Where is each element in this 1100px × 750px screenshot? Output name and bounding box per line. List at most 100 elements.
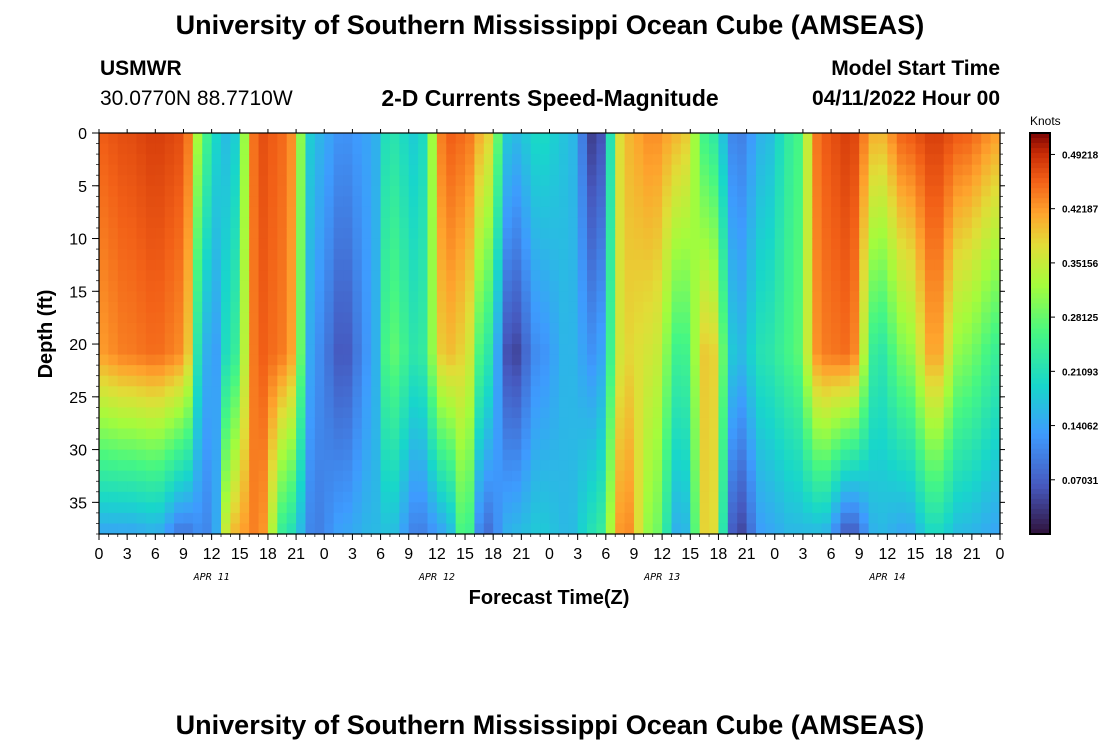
heatmap-cell (849, 417, 860, 430)
heatmap-cell (155, 143, 166, 155)
heatmap-cell (436, 417, 447, 430)
heatmap-cell (784, 365, 795, 377)
heatmap-cell (408, 470, 419, 482)
heatmap-cell (99, 365, 109, 377)
heatmap-cell (511, 206, 522, 219)
heatmap-cell (652, 439, 663, 451)
heatmap-cell (812, 322, 823, 335)
heatmap-cell (812, 143, 823, 155)
colorbar-label: 0.21093 (1062, 367, 1099, 378)
heatmap-cell (962, 196, 973, 208)
heatmap-cell (446, 301, 457, 313)
heatmap-cell (718, 354, 729, 366)
heatmap-cell (258, 344, 269, 356)
heatmap-cell (699, 365, 710, 377)
heatmap-cell (962, 491, 973, 503)
heatmap-cell (305, 175, 316, 187)
heatmap-cell (521, 417, 532, 430)
heatmap-cell (493, 238, 504, 250)
heatmap-cell (746, 154, 757, 166)
heatmap-cell (530, 322, 541, 335)
heatmap-cell (662, 502, 673, 514)
heatmap-cell (633, 196, 644, 208)
x-tick-label: 0 (320, 546, 329, 563)
heatmap-cell (887, 280, 898, 292)
heatmap-cell (408, 249, 419, 261)
heatmap-cell (849, 502, 860, 514)
heatmap-cell (971, 301, 982, 313)
heatmap-cell (380, 249, 391, 261)
heatmap-cell (633, 270, 644, 282)
heatmap-cell (831, 143, 842, 155)
heatmap-cell (502, 312, 513, 324)
heatmap-cell (99, 249, 109, 261)
heatmap-cell (136, 396, 147, 408)
heatmap-cell (540, 185, 551, 197)
heatmap-cell (211, 365, 222, 377)
heatmap-cell (859, 491, 870, 503)
heatmap-cell (117, 185, 128, 197)
x-tick-label: 9 (630, 546, 639, 563)
heatmap-cell (455, 143, 466, 155)
heatmap-cell (249, 312, 260, 324)
heatmap-cell (596, 470, 607, 482)
heatmap-cell (934, 428, 945, 440)
heatmap-cell (540, 386, 551, 398)
heatmap-cell (305, 133, 316, 145)
heatmap-cell (962, 417, 973, 430)
heatmap-cell (774, 428, 785, 440)
heatmap-cell (174, 354, 185, 366)
colorbar-step (1030, 178, 1050, 184)
heatmap-cell (652, 217, 663, 229)
heatmap-cell (174, 217, 185, 229)
heatmap-cell (389, 333, 400, 345)
heatmap-cell (465, 249, 476, 261)
heatmap-cell (709, 227, 720, 240)
heatmap-cell (596, 365, 607, 377)
heatmap-cell (136, 217, 147, 229)
heatmap-cell (436, 217, 447, 229)
heatmap-cell (652, 196, 663, 208)
heatmap-cell (859, 259, 870, 271)
heatmap-cell (624, 439, 635, 451)
heatmap-cell (296, 270, 307, 282)
heatmap-cell (399, 333, 410, 345)
colorbar-step (1030, 343, 1050, 350)
heatmap-cell (418, 238, 429, 250)
heatmap-cell (774, 386, 785, 398)
heatmap-cell (174, 333, 185, 345)
heatmap-cell (117, 291, 128, 303)
heatmap-cell (971, 460, 982, 472)
heatmap-cell (746, 206, 757, 219)
heatmap-cell (371, 154, 382, 166)
heatmap-cell (953, 365, 964, 377)
heatmap-cell (361, 354, 372, 366)
heatmap-cell (530, 217, 541, 229)
heatmap-cell (868, 523, 879, 535)
heatmap-cell (859, 439, 870, 451)
heatmap-cell (408, 439, 419, 451)
heatmap-cell (802, 270, 813, 282)
heatmap-cell (868, 291, 879, 303)
colorbar-step (1030, 453, 1050, 460)
heatmap-cell (596, 154, 607, 166)
heatmap-cell (990, 312, 1001, 324)
heatmap-cell (962, 460, 973, 472)
heatmap-cell (408, 301, 419, 313)
heatmap-cell (99, 259, 109, 271)
heatmap-cell (324, 259, 335, 271)
heatmap-cell (239, 502, 250, 514)
heatmap-cell (474, 301, 485, 313)
heatmap-cell (389, 365, 400, 377)
heatmap-cell (493, 259, 504, 271)
heatmap-cell (371, 196, 382, 208)
heatmap-cell (831, 227, 842, 240)
heatmap-cell (624, 217, 635, 229)
heatmap-cell (652, 175, 663, 187)
colorbar-step (1030, 163, 1050, 169)
heatmap-cell (680, 460, 691, 472)
heatmap-cell (380, 196, 391, 208)
heatmap-cell (446, 407, 457, 419)
heatmap-cell (896, 154, 907, 166)
heatmap-cell (230, 259, 241, 271)
